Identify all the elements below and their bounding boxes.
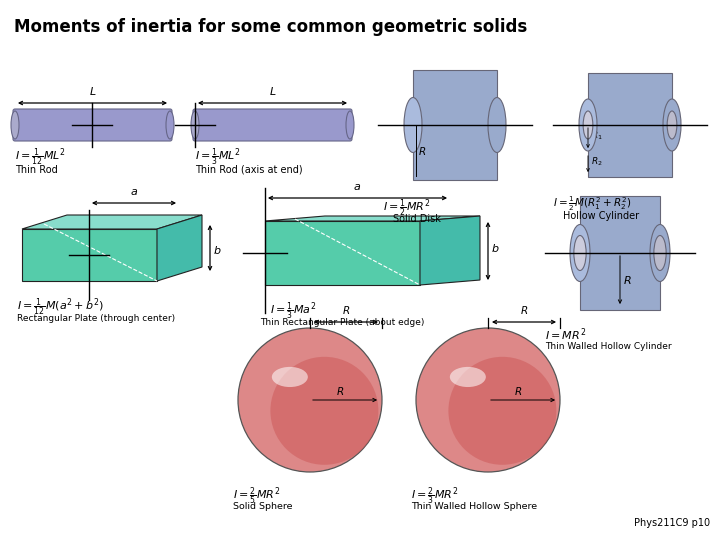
- Circle shape: [449, 357, 557, 465]
- Ellipse shape: [272, 367, 308, 387]
- Text: $I = \frac{1}{12}ML^2$: $I = \frac{1}{12}ML^2$: [15, 147, 66, 168]
- Circle shape: [271, 357, 379, 465]
- Ellipse shape: [574, 235, 586, 271]
- Text: $I = \frac{2}{3}MR^2$: $I = \frac{2}{3}MR^2$: [411, 486, 459, 508]
- Text: L: L: [89, 87, 96, 97]
- Text: R: R: [624, 276, 631, 286]
- FancyBboxPatch shape: [193, 109, 352, 141]
- Ellipse shape: [11, 111, 19, 139]
- Text: $I = \frac{2}{5}MR^2$: $I = \frac{2}{5}MR^2$: [233, 486, 281, 508]
- Text: a: a: [130, 187, 138, 197]
- Ellipse shape: [404, 98, 422, 152]
- Polygon shape: [265, 216, 480, 221]
- Text: b: b: [214, 246, 221, 256]
- Ellipse shape: [570, 225, 590, 281]
- Ellipse shape: [667, 111, 677, 139]
- Ellipse shape: [579, 99, 597, 151]
- Ellipse shape: [650, 225, 670, 281]
- Bar: [413, 70, 497, 180]
- Text: Rectangular Plate (through center): Rectangular Plate (through center): [17, 314, 175, 323]
- Text: Thin Rectangular Plate (about edge): Thin Rectangular Plate (about edge): [260, 318, 424, 327]
- Text: Thin Rod (axis at end): Thin Rod (axis at end): [195, 165, 302, 175]
- Text: $I = \frac{1}{3}Ma^2$: $I = \frac{1}{3}Ma^2$: [270, 301, 316, 322]
- Text: Thin Walled Hollow Sphere: Thin Walled Hollow Sphere: [411, 502, 537, 511]
- Ellipse shape: [663, 99, 681, 151]
- Text: $R_2$: $R_2$: [591, 156, 603, 168]
- Ellipse shape: [450, 367, 486, 387]
- Text: $I = \frac{1}{12}M(a^2 + b^2)$: $I = \frac{1}{12}M(a^2 + b^2)$: [17, 297, 104, 319]
- Polygon shape: [22, 229, 157, 281]
- Text: R: R: [419, 147, 426, 157]
- Text: R: R: [521, 306, 528, 316]
- Circle shape: [416, 328, 560, 472]
- Text: Moments of inertia for some common geometric solids: Moments of inertia for some common geome…: [14, 18, 527, 36]
- Ellipse shape: [346, 111, 354, 139]
- Bar: [588, 73, 672, 177]
- Text: L: L: [269, 87, 276, 97]
- Text: Solid Disk: Solid Disk: [393, 214, 441, 224]
- Text: R: R: [515, 387, 522, 397]
- Text: Solid Sphere: Solid Sphere: [233, 502, 292, 511]
- Text: a: a: [354, 182, 361, 192]
- Text: $I = \frac{1}{2}MR^2$: $I = \frac{1}{2}MR^2$: [383, 198, 431, 219]
- Polygon shape: [22, 215, 202, 229]
- Text: Thin Walled Hollow Cylinder: Thin Walled Hollow Cylinder: [545, 342, 672, 351]
- Ellipse shape: [488, 98, 506, 152]
- Ellipse shape: [654, 235, 666, 271]
- Text: b: b: [492, 244, 499, 254]
- Bar: [580, 196, 660, 310]
- Circle shape: [238, 328, 382, 472]
- Text: Phys211C9 p10: Phys211C9 p10: [634, 518, 710, 528]
- Text: $I = \frac{1}{3}ML^2$: $I = \frac{1}{3}ML^2$: [195, 147, 241, 168]
- Polygon shape: [157, 215, 202, 281]
- Text: Thin Rod: Thin Rod: [15, 165, 58, 175]
- Text: $I = MR^2$: $I = MR^2$: [545, 326, 586, 342]
- Text: $I = \frac{1}{2}M(R_1^2 + R_2^2)$: $I = \frac{1}{2}M(R_1^2 + R_2^2)$: [553, 195, 631, 213]
- Text: R: R: [337, 387, 344, 397]
- Text: R: R: [343, 306, 350, 316]
- FancyBboxPatch shape: [13, 109, 172, 141]
- Ellipse shape: [583, 111, 593, 139]
- Ellipse shape: [191, 111, 199, 139]
- Text: Hollow Cylinder: Hollow Cylinder: [563, 211, 639, 221]
- Polygon shape: [265, 221, 420, 285]
- Ellipse shape: [166, 111, 174, 139]
- Polygon shape: [420, 216, 480, 285]
- Text: $R_1$: $R_1$: [591, 130, 603, 143]
